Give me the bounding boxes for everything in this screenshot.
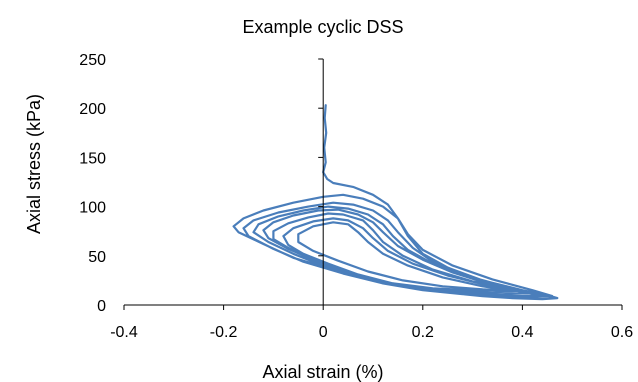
x-axis: -0.4 -0.2 0 0.2 0.4 0.6 xyxy=(110,304,633,341)
y-tick-label: 0 xyxy=(97,298,106,315)
y-axis: 0 50 100 150 200 250 xyxy=(79,52,324,315)
x-tick-label: 0.2 xyxy=(412,324,434,341)
x-tick-label: -0.2 xyxy=(210,324,238,341)
series-line xyxy=(232,104,559,301)
y-tick-label: 250 xyxy=(79,52,106,69)
chart-title: Example cyclic DSS xyxy=(242,17,403,37)
x-tick-label: 0 xyxy=(319,324,328,341)
y-tick-label: 50 xyxy=(88,249,106,266)
y-tick-label: 100 xyxy=(79,200,106,217)
plot-area xyxy=(232,104,559,301)
x-axis-title: Axial strain (%) xyxy=(262,362,383,382)
x-tick-label: 0.6 xyxy=(611,324,633,341)
x-tick-label: 0.4 xyxy=(511,324,533,341)
x-tick-label: -0.4 xyxy=(110,324,138,341)
y-axis-title: Axial stress (kPa) xyxy=(24,94,44,234)
y-tick-label: 200 xyxy=(79,101,106,118)
y-tick-label: 150 xyxy=(79,150,106,167)
